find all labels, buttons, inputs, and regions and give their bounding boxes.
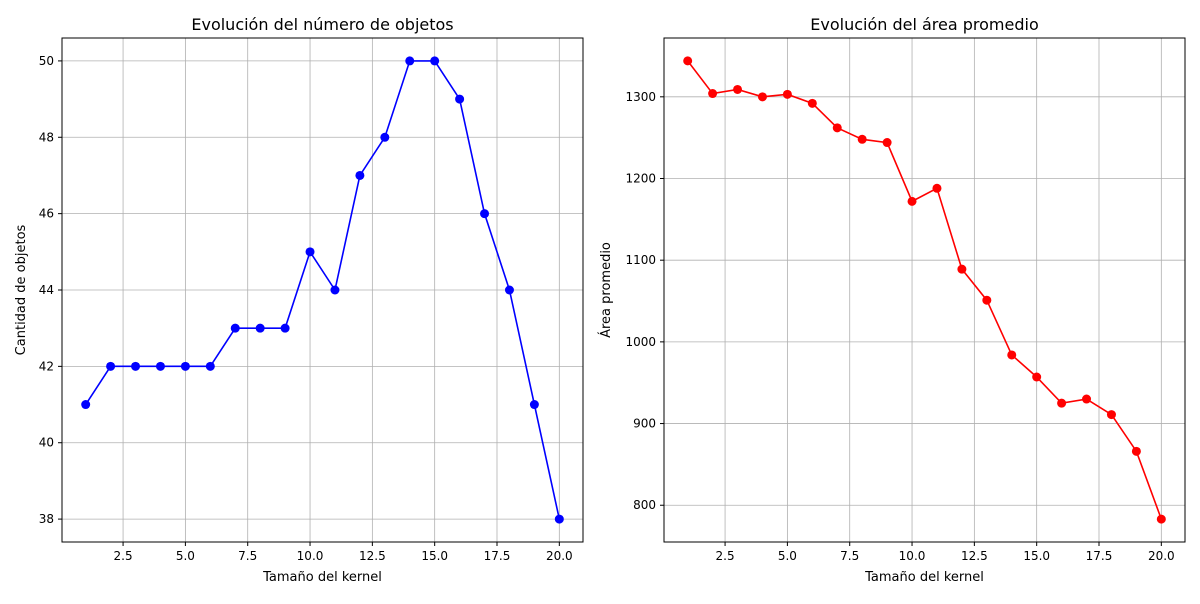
data-point bbox=[957, 264, 967, 274]
data-point bbox=[180, 361, 190, 371]
data-point bbox=[230, 323, 240, 333]
x-tick-label: 15.0 bbox=[421, 549, 448, 563]
x-axis-label: Tamaño del kernel bbox=[262, 570, 382, 585]
x-tick-label: 5.0 bbox=[176, 549, 195, 563]
plot-frame bbox=[61, 37, 584, 543]
data-point bbox=[330, 285, 340, 295]
data-point bbox=[982, 295, 992, 305]
data-point bbox=[907, 196, 917, 206]
data-point bbox=[857, 134, 867, 144]
data-point bbox=[1131, 446, 1141, 456]
data-point bbox=[81, 400, 91, 410]
data-point bbox=[1156, 514, 1166, 524]
y-tick-label: 1200 bbox=[625, 171, 656, 185]
y-tick-label: 44 bbox=[39, 283, 54, 297]
data-point bbox=[733, 84, 743, 94]
data-point bbox=[255, 323, 265, 333]
data-point bbox=[882, 138, 892, 148]
data-point bbox=[1106, 410, 1116, 420]
data-point bbox=[782, 89, 792, 99]
x-tick-label: 2.5 bbox=[716, 549, 735, 563]
x-tick-label: 7.5 bbox=[238, 549, 257, 563]
y-tick-label: 1000 bbox=[625, 335, 656, 349]
y-tick-label: 42 bbox=[39, 359, 54, 373]
x-tick-label: 12.5 bbox=[961, 549, 988, 563]
data-point bbox=[807, 98, 817, 108]
data-point bbox=[305, 247, 315, 257]
x-tick-label: 17.5 bbox=[1086, 549, 1113, 563]
data-point bbox=[683, 56, 693, 66]
x-tick-label: 12.5 bbox=[359, 549, 386, 563]
plot-frame bbox=[663, 37, 1186, 543]
x-tick-label: 17.5 bbox=[484, 549, 511, 563]
data-point bbox=[455, 94, 465, 104]
y-tick-label: 38 bbox=[39, 512, 54, 526]
y-tick-label: 40 bbox=[39, 436, 54, 450]
x-tick-label: 15.0 bbox=[1023, 549, 1050, 563]
data-point bbox=[155, 361, 165, 371]
data-point bbox=[554, 514, 564, 524]
y-tick-label: 1300 bbox=[625, 90, 656, 104]
data-point bbox=[106, 361, 116, 371]
data-point bbox=[529, 400, 539, 410]
data-point bbox=[1032, 372, 1042, 382]
y-tick-label: 48 bbox=[39, 130, 54, 144]
data-point bbox=[757, 92, 767, 102]
data-point bbox=[1057, 398, 1067, 408]
data-point bbox=[205, 361, 215, 371]
chart-title: Evolución del área promedio bbox=[810, 15, 1039, 34]
chart-panel-1: 2.5 5.0 7.5 10.0 12.5 15.0 17.5 20.0 38 40 42 44 46 4… bbox=[14, 15, 584, 585]
y-tick-label: 800 bbox=[633, 498, 656, 512]
x-tick-label: 7.5 bbox=[840, 549, 859, 563]
y-tick-label: 900 bbox=[633, 417, 656, 431]
x-tick-label: 5.0 bbox=[778, 549, 797, 563]
data-point bbox=[1007, 350, 1017, 360]
data-point bbox=[932, 183, 942, 193]
data-point bbox=[131, 361, 141, 371]
chart-panel-2: 2.5 5.0 7.5 10.0 12.5 15.0 17.5 20.0 800 900 1000 1… bbox=[598, 15, 1186, 585]
x-tick-label: 10.0 bbox=[899, 549, 926, 563]
series-line bbox=[687, 60, 1163, 520]
y-tick-label: 46 bbox=[39, 207, 54, 221]
data-point bbox=[280, 323, 290, 333]
data-point bbox=[355, 170, 365, 180]
x-axis-label: Tamaño del kernel bbox=[864, 570, 984, 585]
grid bbox=[62, 38, 583, 542]
data-point bbox=[405, 56, 415, 66]
y-axis-label: Área promedio bbox=[598, 242, 614, 338]
x-tick-label: 20.0 bbox=[1148, 549, 1175, 563]
x-tick-label: 2.5 bbox=[114, 549, 133, 563]
data-point bbox=[1082, 394, 1092, 404]
data-point bbox=[380, 132, 390, 142]
grid bbox=[664, 38, 1185, 542]
x-tick-label: 10.0 bbox=[297, 549, 324, 563]
y-tick-label: 1100 bbox=[625, 253, 656, 267]
data-point bbox=[832, 123, 842, 133]
data-point bbox=[708, 89, 718, 99]
y-tick-label: 50 bbox=[39, 54, 54, 68]
data-point bbox=[504, 285, 514, 295]
data-point bbox=[480, 209, 490, 219]
x-tick-label: 20.0 bbox=[546, 549, 573, 563]
y-axis-label: Cantidad de objetos bbox=[14, 224, 29, 355]
chart-title: Evolución del número de objetos bbox=[191, 15, 453, 34]
data-point bbox=[430, 56, 440, 66]
